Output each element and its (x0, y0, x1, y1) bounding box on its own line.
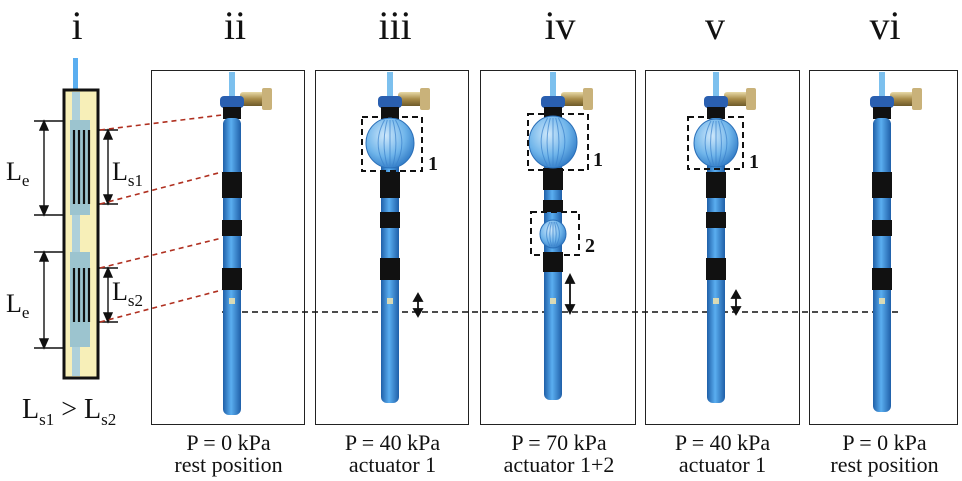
actuator-1-box-iii (361, 116, 423, 172)
state-label-ii: rest position (174, 452, 283, 477)
valve-fitting (890, 92, 918, 106)
black-band (380, 258, 400, 280)
valve-fitting (398, 92, 426, 106)
length-relation: Ls1 > Ls2 (22, 394, 116, 429)
valve-fitting (724, 92, 752, 106)
inflated-balloon (528, 115, 578, 169)
state-label-vi: rest position (830, 452, 939, 477)
pressure-label-v: P = 40 kPa (674, 430, 771, 455)
black-band (543, 252, 563, 272)
displacement-arrow-iv (564, 272, 576, 316)
actuator-2-box-iv (530, 211, 580, 256)
actuator-tube-v (693, 72, 756, 403)
actuator-tube-vi (870, 72, 922, 412)
caption-iv: P = 70 kPa actuator 1+2 (470, 432, 648, 476)
black-band (380, 212, 400, 228)
actuator-1-box-v (687, 116, 744, 170)
displacement-arrows (412, 272, 742, 318)
actuator-1-box-iv (527, 113, 589, 171)
black-band (872, 172, 892, 198)
valve-fitting (561, 92, 589, 106)
black-band (872, 220, 892, 236)
state-label-iii: actuator 1 (348, 452, 437, 477)
actuator-tube-iii (365, 72, 430, 403)
numeral-i: i (71, 3, 83, 48)
pressure-label-vi: P = 0 kPa (842, 430, 927, 455)
actuator-1-label-iv: 1 (593, 149, 603, 171)
pressure-label-iv: P = 70 kPa (511, 430, 607, 455)
state-label-v: actuator 1 (678, 452, 767, 477)
le-dimension-2 (34, 250, 64, 350)
feed-tube-top (73, 58, 78, 90)
le-dimension-1 (34, 119, 64, 217)
guide-lines (99, 114, 223, 323)
le-label-1: Le (6, 157, 29, 190)
actuator-tube-iv (528, 72, 593, 400)
caption-iii: P = 40 kPa actuator 1 (305, 432, 480, 476)
caption-ii: P = 0 kPa rest position (141, 432, 316, 476)
black-band (706, 172, 726, 198)
numeral-v: v (705, 3, 725, 48)
valve-fitting (240, 92, 268, 106)
black-band (872, 268, 892, 290)
caption-vi: P = 0 kPa rest position (797, 432, 962, 476)
inflated-balloon (365, 117, 415, 169)
black-band (543, 168, 563, 190)
schematic-i: Le Le Ls1 Ls2 Ls1 > Ls2 (6, 58, 143, 429)
inner-tube (72, 92, 80, 376)
black-band (222, 172, 242, 198)
pressure-label-iii: P = 40 kPa (344, 430, 441, 455)
numeral-iii: iii (378, 3, 412, 48)
numeral-iv: iv (544, 3, 576, 48)
black-band (380, 172, 400, 198)
displacement-arrow-v (730, 289, 742, 316)
actuator-2-label-iv: 2 (585, 235, 595, 257)
numeral-vi: vi (869, 3, 901, 48)
le-label-2: Le (6, 289, 29, 322)
actuator-1-label-v: 1 (749, 151, 759, 173)
pressure-label-ii: P = 0 kPa (186, 430, 271, 455)
inflated-balloon (693, 118, 739, 168)
caption-v: P = 40 kPa actuator 1 (635, 432, 810, 476)
black-band (706, 212, 726, 228)
ls2-label: Ls2 (112, 277, 143, 310)
black-band (543, 200, 563, 212)
state-label-iv: actuator 1+2 (503, 452, 615, 477)
displacement-arrow-iii (412, 292, 424, 318)
ls1-label: Ls1 (112, 157, 143, 190)
black-band (222, 220, 242, 236)
black-band (706, 258, 726, 280)
actuator-boxes (361, 113, 744, 256)
numeral-ii: ii (223, 3, 247, 48)
actuator-1-label-iii: 1 (428, 153, 438, 175)
inflated-balloon (539, 219, 567, 249)
black-band (222, 268, 242, 290)
actuator-tube-ii (220, 72, 272, 415)
